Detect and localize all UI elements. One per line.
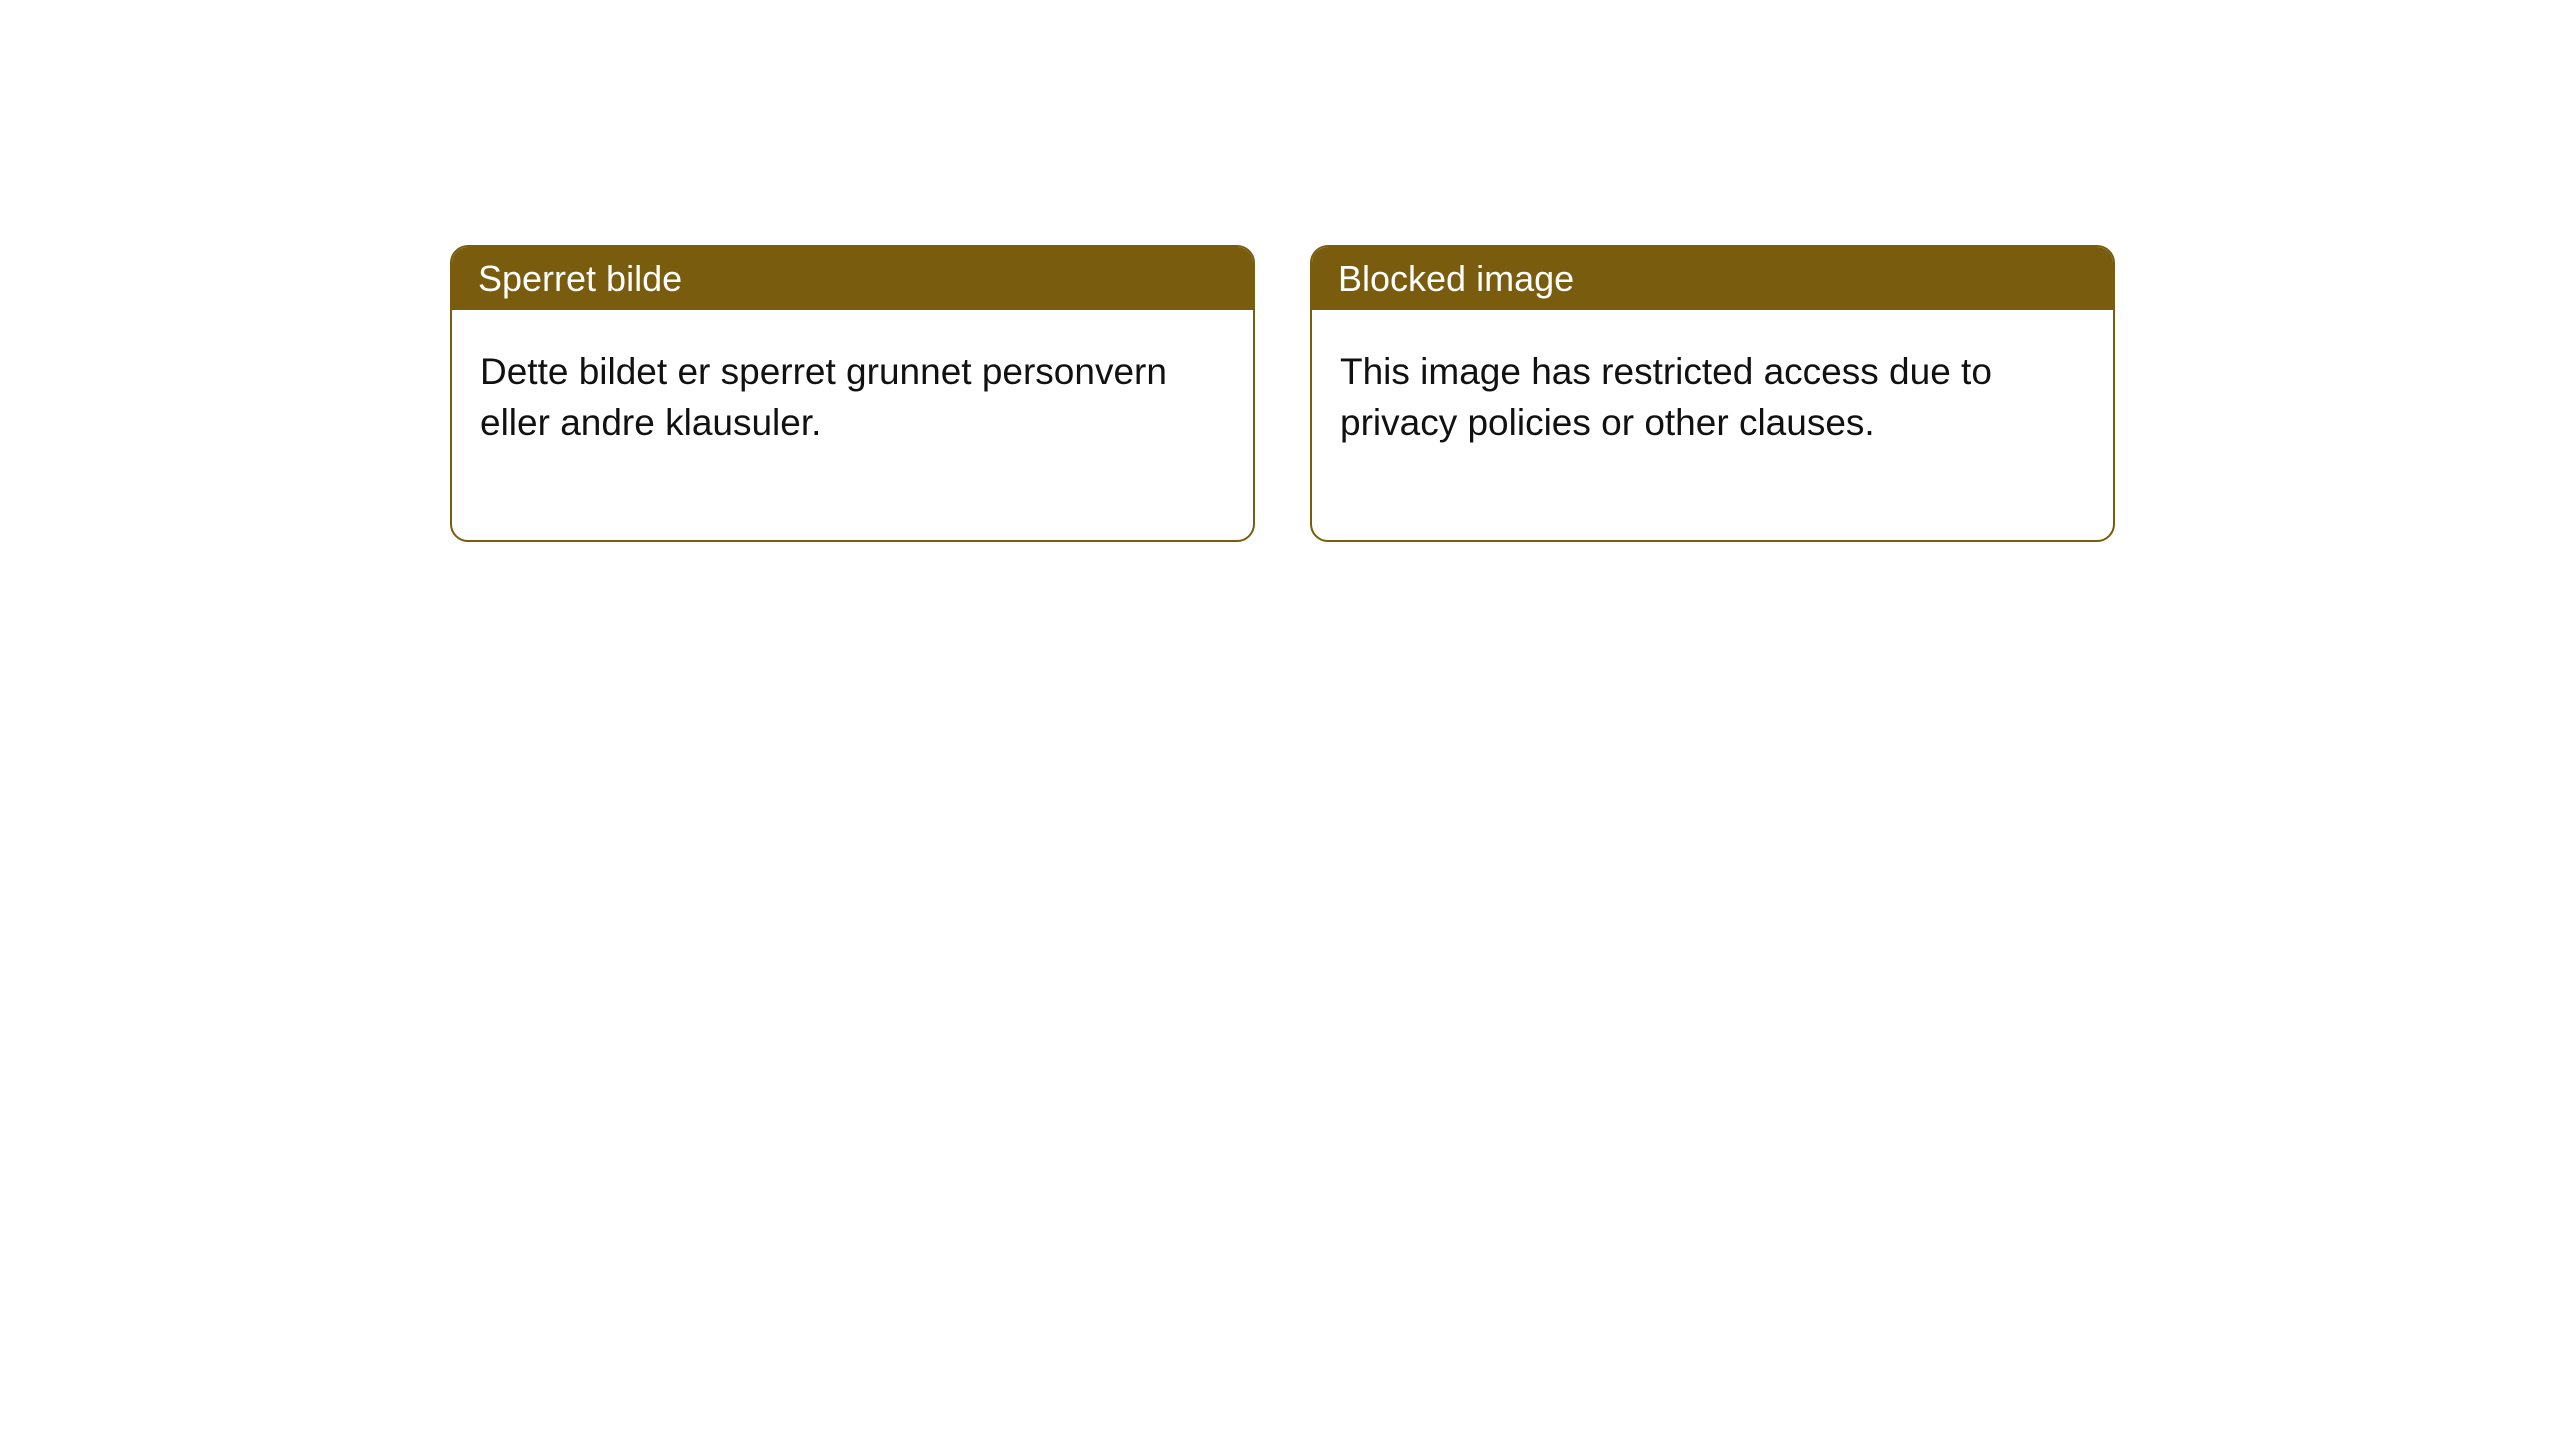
notice-header: Sperret bilde xyxy=(452,247,1253,310)
notice-body: This image has restricted access due to … xyxy=(1312,310,2113,540)
notice-title: Sperret bilde xyxy=(478,258,682,299)
notice-body-text: Dette bildet er sperret grunnet personve… xyxy=(480,351,1167,443)
notice-container: Sperret bilde Dette bildet er sperret gr… xyxy=(0,0,2560,542)
notice-card-english: Blocked image This image has restricted … xyxy=(1310,245,2115,542)
notice-card-norwegian: Sperret bilde Dette bildet er sperret gr… xyxy=(450,245,1255,542)
notice-title: Blocked image xyxy=(1338,258,1574,299)
notice-header: Blocked image xyxy=(1312,247,2113,310)
notice-body: Dette bildet er sperret grunnet personve… xyxy=(452,310,1253,540)
notice-body-text: This image has restricted access due to … xyxy=(1340,351,1992,443)
